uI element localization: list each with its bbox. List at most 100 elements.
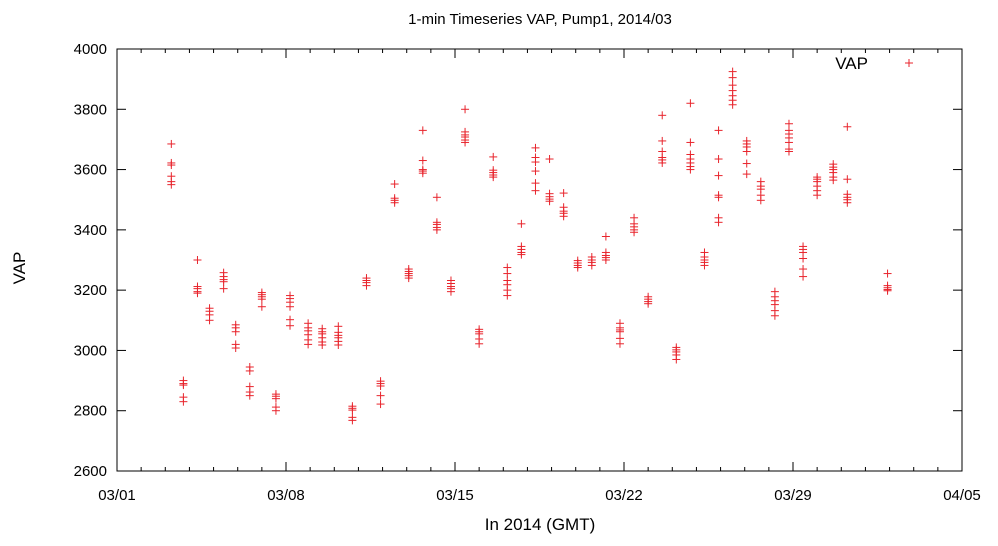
- data-point: [257, 295, 266, 304]
- legend: VAP: [835, 54, 913, 73]
- y-axis-label: VAP: [10, 252, 29, 285]
- data-point: [286, 321, 295, 330]
- data-point: [658, 111, 667, 120]
- x-tick-label: 03/29: [774, 487, 812, 504]
- plot-frame: [116, 48, 963, 472]
- data-point: [784, 147, 793, 156]
- data-point: [390, 180, 399, 189]
- data-point: [376, 400, 385, 409]
- data-point: [573, 263, 582, 272]
- data-point: [517, 250, 526, 259]
- data-point: [714, 155, 723, 164]
- y-tick-label: 3800: [74, 101, 107, 118]
- data-point: [193, 289, 202, 298]
- data-point: [545, 155, 554, 164]
- data-point: [531, 158, 540, 167]
- data-point: [231, 344, 240, 353]
- data-point: [700, 261, 709, 270]
- x-tick-label: 03/08: [267, 487, 305, 504]
- data-point: [257, 302, 266, 311]
- data-point: [615, 339, 624, 348]
- data-point: [531, 167, 540, 176]
- data-point: [658, 158, 667, 167]
- data-point: [271, 394, 280, 403]
- data-point: [334, 341, 343, 350]
- data-point: [601, 256, 610, 264]
- data-point: [531, 143, 540, 152]
- x-tick-label: 03/15: [436, 487, 474, 504]
- data-point: [799, 254, 808, 263]
- data-point: [179, 397, 188, 406]
- y-tick-label: 3200: [74, 282, 107, 299]
- data-point: [376, 381, 385, 390]
- data-point: [418, 126, 427, 135]
- data-point: [432, 225, 441, 234]
- y-tick-label: 2800: [74, 403, 107, 420]
- x-axis-label: In 2014 (GMT): [485, 515, 596, 534]
- data-point: [503, 291, 512, 300]
- data-point: [587, 261, 596, 270]
- data-point: [271, 406, 280, 415]
- data-point: [770, 311, 779, 320]
- data-point: [418, 169, 427, 178]
- data-point: [714, 218, 723, 227]
- data-point: [686, 165, 695, 174]
- chart-title: 1-min Timeseries VAP, Pump1, 2014/03: [408, 11, 672, 28]
- data-point: [672, 355, 681, 364]
- data-point: [799, 272, 808, 281]
- data-point: [489, 152, 498, 161]
- y-tick-label: 3600: [74, 162, 107, 179]
- data-point: [531, 179, 540, 188]
- data-point: [193, 256, 202, 264]
- data-point: [714, 126, 723, 135]
- data-point: [489, 173, 498, 182]
- data-point: [376, 391, 385, 400]
- data-point: [432, 193, 441, 202]
- axes: 2600 2800 3000 3200 3400 3600 3800 4000 03/01 03/…: [74, 41, 981, 504]
- legend-sample-plus: [905, 59, 913, 67]
- data-point: [686, 138, 695, 147]
- data-point: [167, 180, 176, 189]
- data-point: [742, 170, 751, 179]
- data-point: [245, 366, 254, 375]
- data-point: [404, 274, 413, 283]
- data-point: [601, 232, 610, 241]
- data-point: [843, 122, 852, 131]
- data-point: [517, 219, 526, 228]
- data-point: [390, 198, 399, 207]
- data-points: [167, 67, 892, 425]
- data-point: [644, 299, 653, 308]
- x-tick-label: 04/05: [943, 487, 981, 504]
- data-point: [559, 189, 568, 198]
- data-point: [362, 281, 371, 290]
- x-tick-label: 03/01: [98, 487, 136, 504]
- data-point: [418, 156, 427, 165]
- data-point: [245, 391, 254, 400]
- data-point: [559, 212, 568, 221]
- data-point: [219, 277, 228, 286]
- data-point: [531, 186, 540, 195]
- data-point: [503, 269, 512, 278]
- data-point: [461, 138, 470, 147]
- data-point: [843, 198, 852, 207]
- data-point: [742, 159, 751, 168]
- data-point: [742, 147, 751, 156]
- y-tick-label: 3000: [74, 342, 107, 359]
- data-point: [686, 99, 695, 108]
- data-point: [286, 302, 295, 311]
- legend-marker-plus-icon: [905, 59, 913, 67]
- y-tick-label: 4000: [74, 41, 107, 58]
- data-point: [348, 416, 357, 425]
- data-point: [179, 381, 188, 390]
- data-point: [167, 161, 176, 170]
- data-point: [813, 191, 822, 200]
- data-point: [829, 176, 838, 185]
- data-point: [304, 340, 313, 349]
- data-point: [475, 339, 484, 348]
- data-point: [219, 284, 228, 293]
- legend-label: VAP: [835, 54, 868, 73]
- x-tick-label: 03/22: [605, 487, 643, 504]
- data-point: [658, 136, 667, 145]
